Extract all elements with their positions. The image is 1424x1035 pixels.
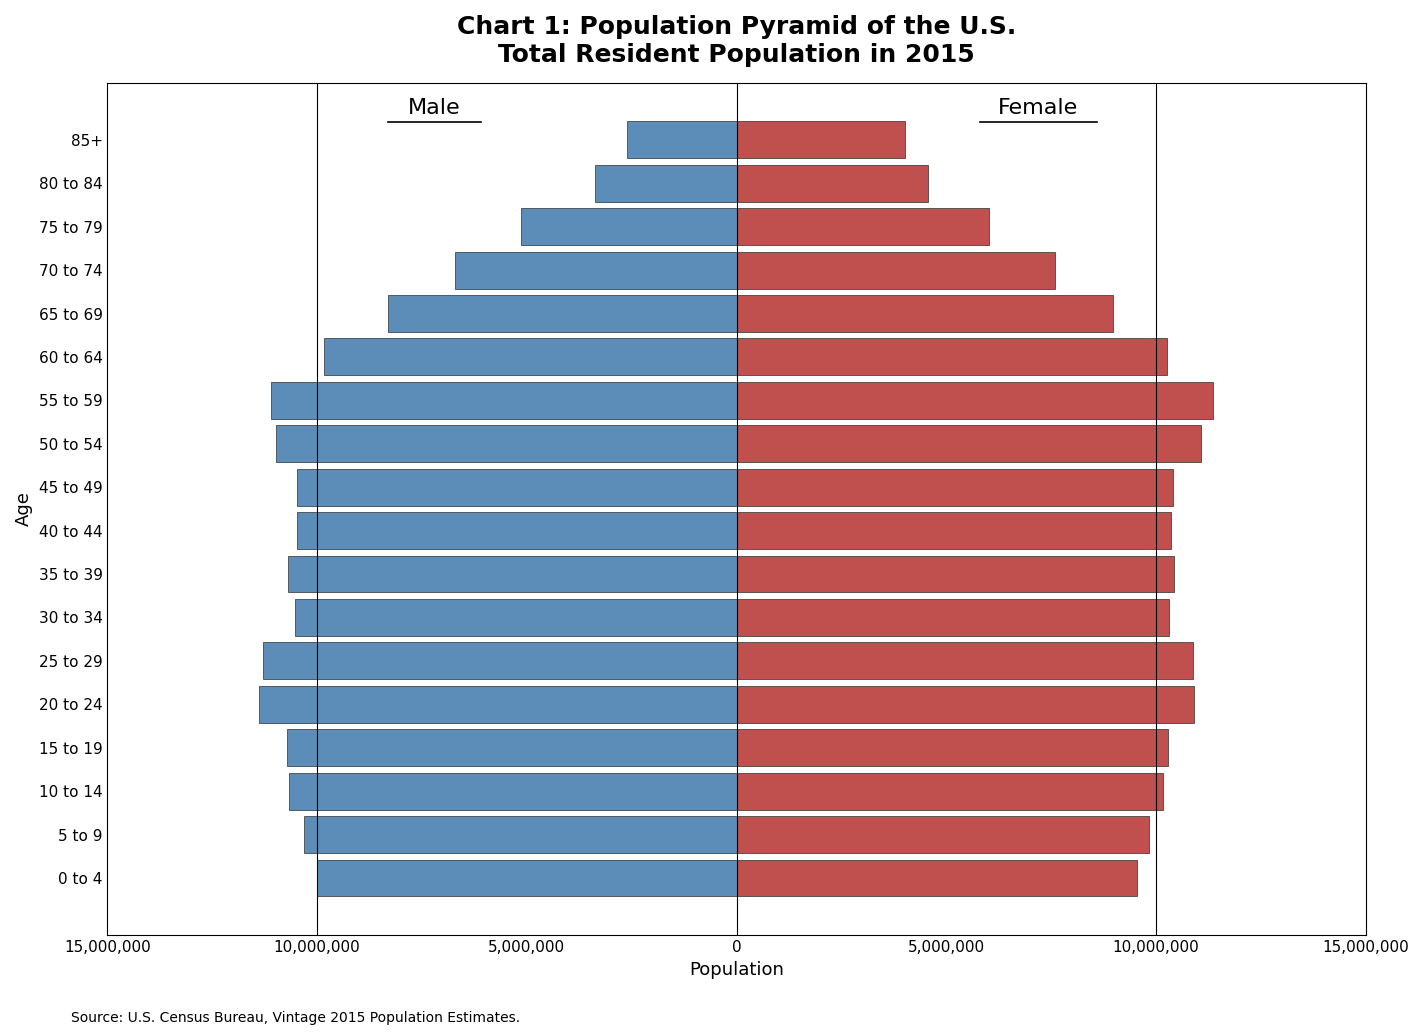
Bar: [276, 425, 736, 463]
Text: Male: Male: [409, 98, 461, 118]
Bar: [736, 382, 1213, 419]
Bar: [736, 859, 1136, 896]
Bar: [288, 556, 736, 592]
Bar: [288, 730, 736, 766]
Bar: [263, 643, 736, 679]
Bar: [736, 817, 1149, 853]
Bar: [521, 208, 736, 245]
Text: Female: Female: [998, 98, 1078, 118]
Bar: [323, 338, 736, 376]
Bar: [595, 165, 736, 202]
Bar: [272, 382, 736, 419]
Bar: [736, 165, 928, 202]
Bar: [736, 252, 1055, 289]
X-axis label: Population: Population: [689, 960, 785, 979]
Bar: [736, 556, 1173, 592]
Text: Source: U.S. Census Bureau, Vintage 2015 Population Estimates.: Source: U.S. Census Bureau, Vintage 2015…: [71, 1010, 520, 1025]
Bar: [296, 469, 736, 506]
Bar: [736, 512, 1171, 550]
Title: Chart 1: Population Pyramid of the U.S.
Total Resident Population in 2015: Chart 1: Population Pyramid of the U.S. …: [457, 14, 1017, 67]
Bar: [389, 295, 736, 332]
Bar: [736, 121, 906, 158]
Bar: [736, 686, 1193, 722]
Bar: [289, 773, 736, 809]
Bar: [318, 859, 736, 896]
Bar: [736, 773, 1163, 809]
Bar: [627, 121, 736, 158]
Bar: [736, 425, 1200, 463]
Bar: [736, 730, 1168, 766]
Bar: [295, 599, 736, 635]
Bar: [303, 817, 736, 853]
Bar: [736, 295, 1114, 332]
Bar: [454, 252, 736, 289]
Y-axis label: Age: Age: [16, 492, 33, 527]
Bar: [736, 643, 1193, 679]
Bar: [736, 469, 1173, 506]
Bar: [736, 338, 1166, 376]
Bar: [259, 686, 736, 722]
Bar: [736, 208, 988, 245]
Bar: [736, 599, 1169, 635]
Bar: [298, 512, 736, 550]
